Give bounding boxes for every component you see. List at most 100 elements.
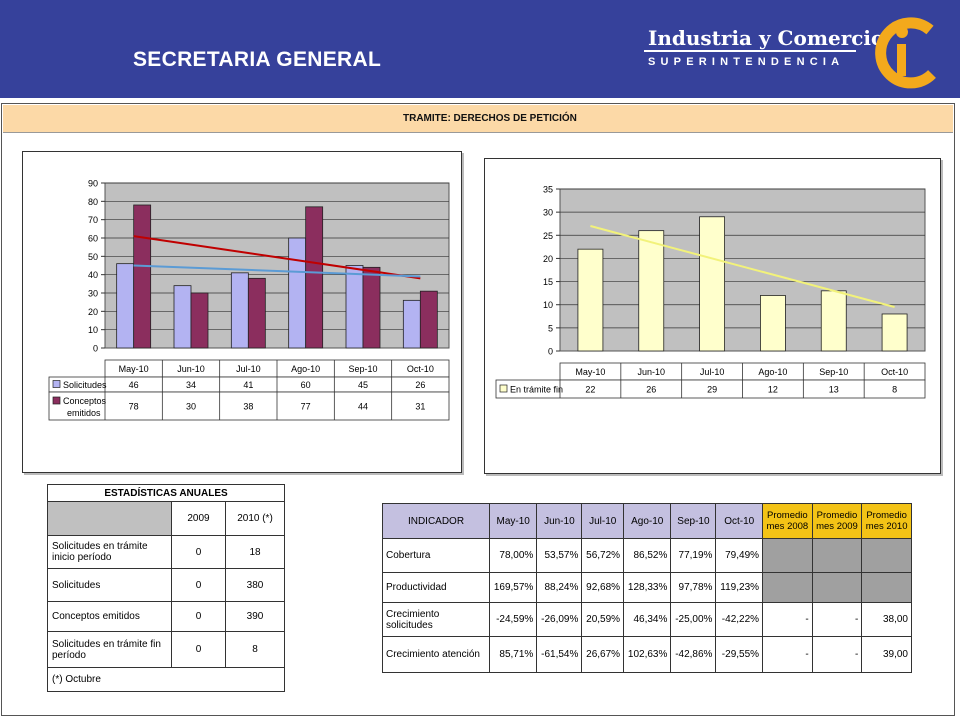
indicator-avg-empty (762, 572, 813, 603)
data-label: 45 (358, 380, 368, 390)
trendline (133, 264, 421, 278)
data-label: 46 (129, 380, 139, 390)
annual-row-2010: 18 (225, 535, 285, 569)
x-tick-label: Sep-10 (819, 367, 848, 377)
data-label: 60 (301, 380, 311, 390)
indicators-table: INDICADOR May-10 Jun-10 Jul-10 Ago-10 Se… (382, 503, 912, 673)
x-tick-label: Oct-10 (881, 367, 908, 377)
page-title: SECRETARIA GENERAL (133, 48, 382, 71)
annual-row-2009: 0 (171, 535, 226, 569)
annual-title: ESTADÍSTICAS ANUALES (47, 484, 285, 502)
data-label: 26 (646, 385, 656, 395)
data-label: 44 (358, 402, 368, 412)
indicator-avg-empty (811, 538, 863, 573)
indicator-value: 53,57% (536, 538, 583, 573)
x-tick-label: Jun-10 (177, 364, 205, 374)
annual-row-2009: 0 (171, 631, 226, 668)
bar (247, 277, 266, 349)
x-tick-label: Oct-10 (407, 364, 434, 374)
annual-stats-table: ESTADÍSTICAS ANUALES 2009 2010 (*) Solic… (47, 484, 285, 692)
x-tick-label: Ago-10 (758, 367, 787, 377)
data-label: 26 (415, 380, 425, 390)
indicator-label: Cobertura (382, 538, 490, 573)
x-tick-label: May-10 (119, 364, 149, 374)
brand-divider (644, 50, 856, 52)
indicator-avg: - (811, 602, 863, 637)
bar (305, 206, 324, 349)
indicator-value: 77,19% (670, 538, 717, 573)
data-label: 12 (768, 385, 778, 395)
indicator-header: INDICADOR (382, 503, 490, 539)
indicator-avg-empty (811, 572, 863, 603)
y-tick-label: 20 (543, 254, 553, 264)
annual-row-label: Solicitudes en trámite inicio período (47, 535, 172, 569)
indicator-value: 86,52% (623, 538, 672, 573)
legend-label: Solicitudes (63, 380, 107, 390)
data-label: 30 (186, 402, 196, 412)
indicator-month-header: Jul-10 (581, 503, 625, 539)
data-label: 41 (243, 380, 253, 390)
sic-logo-icon (875, 17, 936, 89)
bar (699, 216, 725, 352)
indicator-value: 88,24% (536, 572, 583, 603)
y-tick-label: 50 (88, 252, 98, 262)
bar (345, 265, 364, 349)
annual-row-2009: 0 (171, 568, 226, 602)
data-label: 22 (585, 385, 595, 395)
x-tick-label: Jul-10 (700, 367, 725, 377)
indicator-value: 46,34% (623, 602, 672, 637)
indicator-month-header: Sep-10 (670, 503, 717, 539)
indicator-value: 79,49% (715, 538, 764, 573)
legend-row (495, 379, 926, 399)
chart-pending-end: 0 5 10 15 20 25 30 35 May-10 Jun-10 Jul-10 Ago-10 Se… (495, 185, 926, 399)
data-label: 8 (892, 385, 897, 395)
bar (116, 263, 135, 349)
annual-row-label: Solicitudes (47, 568, 172, 602)
indicator-avg: - (811, 636, 863, 673)
indicator-month-header: May-10 (488, 503, 538, 539)
indicator-avg: - (762, 636, 813, 673)
indicator-value: 20,59% (581, 602, 625, 637)
indicator-avg: - (762, 602, 813, 637)
y-tick-label: 10 (543, 300, 553, 310)
trendline (133, 235, 421, 280)
indicator-value: 97,78% (670, 572, 717, 603)
indicator-value: -26,09% (536, 602, 583, 637)
x-tick-label: Sep-10 (348, 364, 377, 374)
y-tick-label: 30 (88, 289, 98, 299)
plot-area (559, 188, 926, 352)
legend-swatch (52, 380, 61, 388)
annual-row-label: Conceptos emitidos (47, 601, 172, 632)
y-tick-label: 15 (543, 277, 553, 287)
annual-row-2009: 0 (171, 601, 226, 632)
indicator-value: 56,72% (581, 538, 625, 573)
procedure-title: TRAMITE: DERECHOS DE PETICIÓN (403, 113, 577, 124)
indicator-label: Productividad (382, 572, 490, 603)
y-tick-label: 0 (548, 347, 553, 357)
indicator-value: -42,22% (715, 602, 764, 637)
bar (419, 290, 438, 349)
y-tick-label: 25 (543, 231, 553, 241)
annual-row-2010: 390 (225, 601, 285, 632)
legend-swatch (52, 396, 61, 405)
bar (577, 248, 604, 352)
x-tick-label: Ago-10 (291, 364, 320, 374)
bar (820, 290, 847, 352)
indicator-month-header: Jun-10 (536, 503, 583, 539)
indicator-value: -61,54% (536, 636, 583, 673)
indicator-value: 78,00% (488, 538, 538, 573)
indicator-value: 119,23% (715, 572, 764, 603)
annual-row-2010: 380 (225, 568, 285, 602)
bar (402, 299, 421, 349)
chart-panel-requests: 0 10 20 30 40 50 60 70 80 90 May-10 Jun-10 Jul-10 Ago… (22, 151, 462, 473)
y-tick-label: 90 (88, 179, 98, 189)
annual-row-2010: 8 (225, 631, 285, 668)
indicator-month-header: Oct-10 (715, 503, 764, 539)
avg-header-2008: Promedio mes 2008 (762, 503, 813, 539)
data-label: 29 (707, 385, 717, 395)
indicator-avg: 38,00 (861, 602, 912, 637)
brand-name: Industria y Comercio (648, 26, 885, 50)
indicator-avg-empty (861, 538, 912, 573)
avg-header-2010: Promedio mes 2010 (861, 503, 912, 539)
legend-label: En trámite fin (510, 385, 563, 395)
